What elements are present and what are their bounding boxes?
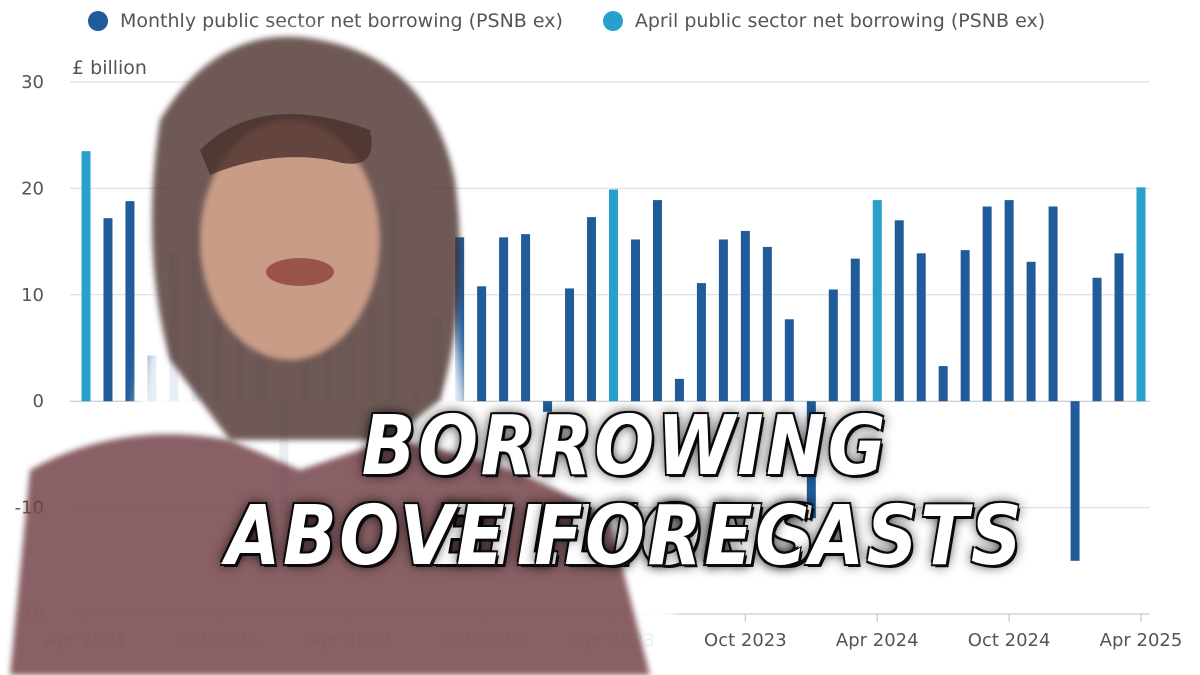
headline-line-1: BORROWING BILLIONS [361, 399, 889, 584]
bar-monthly[interactable] [1048, 206, 1058, 402]
legend-dot-april [602, 11, 623, 31]
bar-april[interactable] [1136, 187, 1146, 402]
y-tick-label: 10 [21, 285, 44, 306]
bar-monthly[interactable] [894, 220, 904, 402]
bar-monthly[interactable] [740, 230, 750, 402]
bar-monthly[interactable] [389, 201, 399, 402]
legend: Monthly public sector net borrowing (PSN… [88, 10, 1045, 32]
bar-monthly[interactable] [1004, 200, 1014, 402]
bar-monthly[interactable] [960, 250, 970, 402]
bar-monthly[interactable] [587, 217, 597, 402]
y-tick-label: 30 [21, 72, 44, 93]
bar-monthly[interactable] [762, 246, 772, 402]
bar-monthly[interactable] [1092, 277, 1102, 402]
y-tick-label: -20 [15, 604, 44, 625]
bar-april[interactable] [345, 258, 355, 402]
bar-april[interactable] [81, 151, 91, 402]
bar-monthly[interactable] [806, 401, 816, 519]
x-tick-label: Apr 2021 [45, 630, 128, 651]
bar-monthly[interactable] [323, 341, 333, 402]
legend-item-monthly[interactable]: Monthly public sector net borrowing (PSN… [88, 10, 563, 32]
legend-item-april[interactable]: April public sector net borrowing (PSNB … [602, 10, 1046, 32]
y-tick-label: -10 [15, 498, 44, 519]
bar-monthly[interactable] [191, 221, 201, 402]
bar-monthly[interactable] [301, 325, 311, 402]
y-tick-label: 0 [33, 391, 44, 412]
x-tick-label: Apr 2024 [836, 630, 919, 651]
bar-monthly[interactable] [828, 289, 838, 402]
legend-label-monthly: Monthly public sector net borrowing (PSN… [120, 10, 563, 32]
bar-monthly[interactable] [982, 206, 992, 402]
bar-monthly[interactable] [147, 355, 157, 402]
bar-monthly[interactable] [257, 296, 267, 402]
y-axis-ticks: -20 -10 0 10 20 30 [15, 72, 44, 625]
bar-monthly[interactable] [850, 258, 860, 402]
bar-monthly[interactable] [367, 308, 377, 402]
x-tick-label: Apr 2023 [572, 630, 655, 651]
bar-monthly[interactable] [1114, 253, 1124, 402]
bar-monthly[interactable] [630, 239, 640, 402]
bar-monthly[interactable] [674, 378, 684, 402]
bar-monthly[interactable] [1026, 261, 1036, 402]
x-tick-label: Apr 2022 [308, 630, 391, 651]
bar-monthly[interactable] [477, 286, 487, 402]
bar-monthly[interactable] [433, 317, 443, 402]
bar-monthly[interactable] [499, 237, 509, 402]
x-tick-label: Oct 2024 [968, 630, 1051, 651]
bar-monthly[interactable] [784, 319, 794, 402]
x-tick-label: Apr 2025 [1100, 630, 1183, 651]
bar-monthly[interactable] [235, 322, 245, 402]
headline-line-2: ABOVE FORECASTS [225, 489, 1025, 584]
x-axis-ticks: Apr 2021 Oct 2021 Apr 2022 Oct 2022 Apr 2023… [45, 613, 1183, 651]
bar-monthly[interactable] [938, 366, 948, 402]
bar-monthly[interactable] [169, 253, 179, 402]
bar-april[interactable] [872, 200, 882, 402]
y-axis-unit-label: £ billion [72, 57, 147, 79]
y-tick-label: 20 [21, 178, 44, 199]
bar-monthly[interactable] [916, 253, 926, 402]
legend-dot-monthly [88, 11, 108, 31]
bar-monthly[interactable] [103, 218, 113, 402]
bar-monthly[interactable] [718, 239, 728, 402]
bar-april[interactable] [609, 189, 618, 402]
x-tick-label: Oct 2023 [704, 630, 787, 651]
bar-monthly[interactable] [125, 201, 135, 402]
bar-monthly[interactable] [213, 316, 223, 402]
bar-monthly[interactable] [521, 234, 531, 402]
bar-monthly[interactable] [696, 283, 706, 402]
bar-monthly[interactable] [565, 288, 575, 402]
x-tick-label: Oct 2022 [440, 630, 523, 651]
x-tick-label: Oct 2021 [177, 630, 260, 651]
bar-monthly[interactable] [455, 237, 465, 402]
legend-label-april: April public sector net borrowing (PSNB … [634, 10, 1046, 32]
bar-monthly[interactable] [652, 200, 662, 402]
bar-monthly[interactable] [1070, 401, 1080, 561]
